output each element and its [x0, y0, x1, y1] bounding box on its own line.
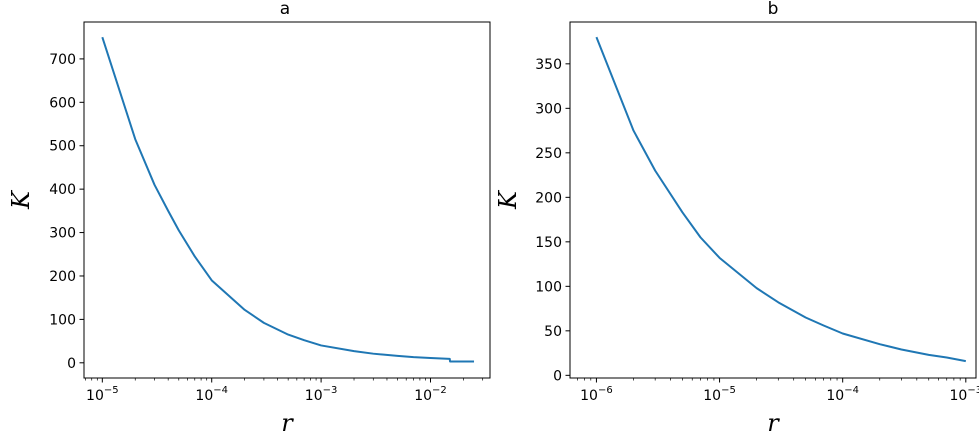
- subplot-a-y-tick-label: 700: [49, 52, 76, 68]
- subplot-a-ticks: 10−5 10−4 10−3 10−2 0 100 200 300 400 500 600 700: [49, 52, 484, 404]
- subplot-a-y-tick-label: 400: [49, 182, 76, 198]
- subplot-b-x-tick-label: 10−4: [826, 385, 859, 404]
- subplot-a-x-tick-label: 10−3: [305, 385, 338, 404]
- subplot-b: b K r 10−6 10−5 10−4 10−3 0 50 100 150 200 250 300…: [494, 0, 979, 437]
- subplot-a-series-line: [101, 36, 475, 363]
- subplot-a-x-tick-label: 10−2: [414, 385, 447, 404]
- subplot-a: a K r 10−5 10−4 10−3 10−2 0 100 200 300 400 500 60…: [7, 0, 491, 437]
- subplot-b-y-axis-label: K: [494, 189, 522, 210]
- subplot-a-y-tick-label: 200: [49, 269, 76, 285]
- subplot-a-y-tick-label: 0: [67, 356, 76, 372]
- subplot-b-x-axis-label: r: [767, 409, 780, 437]
- subplot-a-x-tick-label: 10−5: [86, 385, 119, 404]
- subplot-b-ticks: 10−6 10−5 10−4 10−3 0 50 100 150 200 250 300 350: [535, 57, 979, 404]
- subplot-b-y-tick-label: 100: [535, 279, 562, 295]
- subplot-b-y-tick-label: 300: [535, 101, 562, 117]
- subplot-b-axes-frame: [569, 21, 977, 379]
- subplot-b-x-tick-label: 10−6: [580, 385, 613, 404]
- subplot-a-y-tick-label: 100: [49, 312, 76, 328]
- subplot-b-y-tick-label: 50: [544, 324, 562, 340]
- subplot-b-y-tick-label: 250: [535, 146, 562, 162]
- subplot-b-y-tick-label: 350: [535, 57, 562, 73]
- subplot-a-title: a: [280, 0, 290, 19]
- subplot-b-y-tick-label: 150: [535, 235, 562, 251]
- subplot-a-y-tick-label: 300: [49, 226, 76, 242]
- subplot-a-axes-frame: [83, 21, 491, 379]
- subplot-b-title: b: [768, 0, 779, 19]
- subplot-a-y-axis-label: K: [7, 189, 35, 210]
- subplot-b-series-line: [595, 36, 966, 363]
- subplot-a-y-tick-label: 500: [49, 139, 76, 155]
- subplot-a-y-tick-label: 600: [49, 95, 76, 111]
- subplot-a-x-tick-label: 10−4: [195, 385, 228, 404]
- subplot-b-y-tick-label: 0: [553, 368, 562, 384]
- subplot-b-x-tick-label: 10−3: [950, 385, 979, 404]
- subplot-b-y-tick-label: 200: [535, 190, 562, 206]
- subplot-a-x-axis-label: r: [281, 409, 294, 437]
- subplot-b-x-tick-label: 10−5: [703, 385, 736, 404]
